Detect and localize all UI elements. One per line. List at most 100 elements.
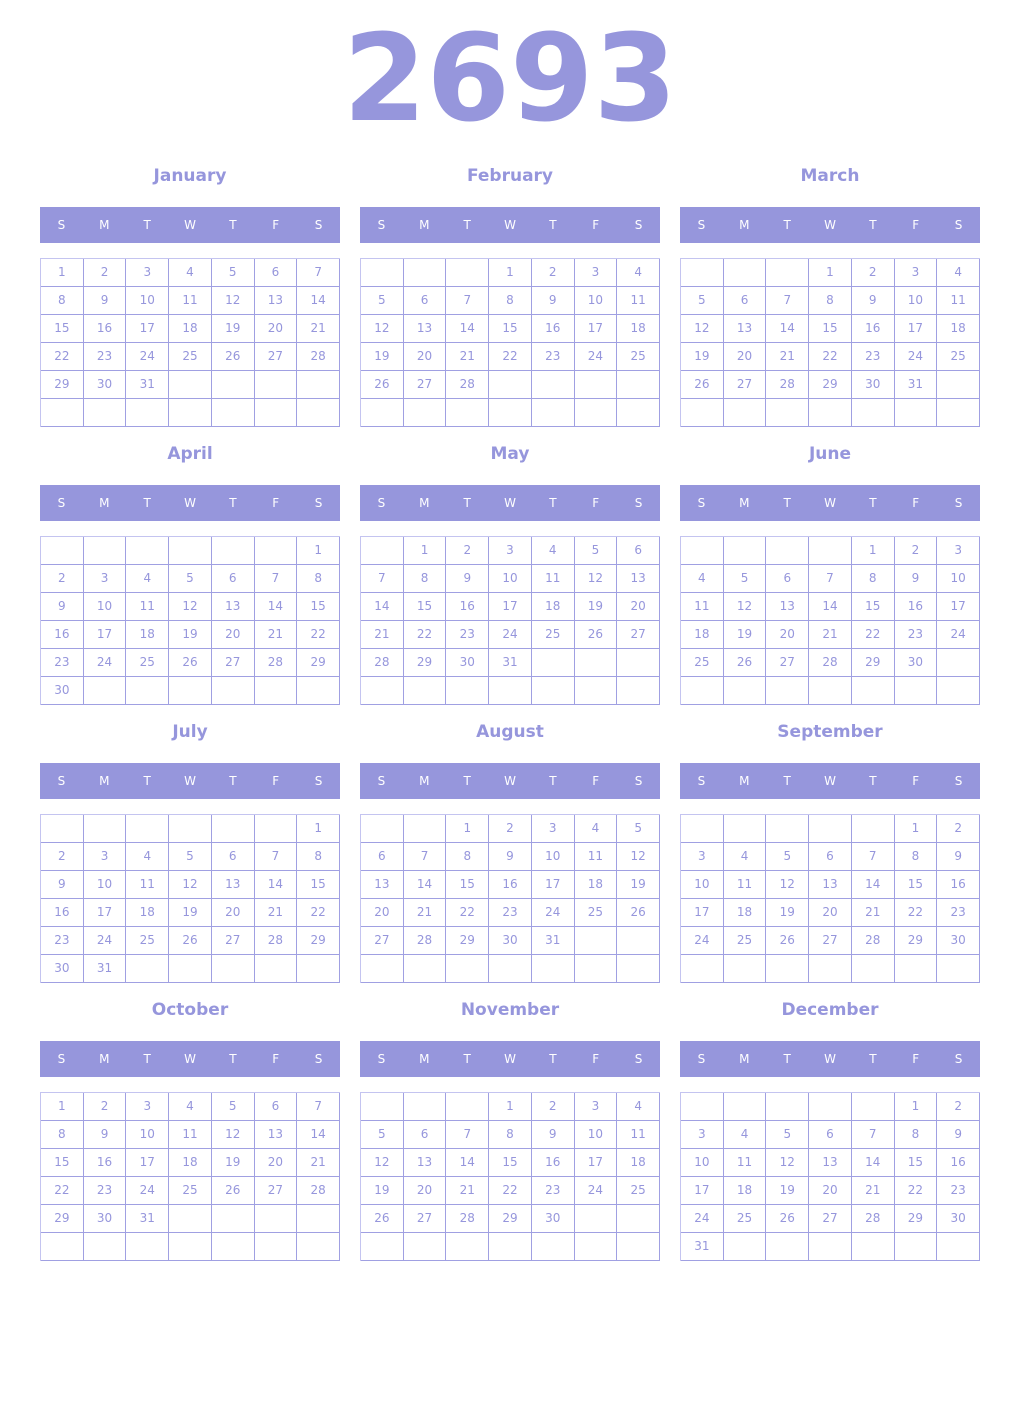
day-grid: 1 2 3 4 5 6 7 8 9 10 11 12 13 14 15 16 17 18 19 20 21 22 23 24 2… xyxy=(40,536,340,705)
day-cell: 9 xyxy=(531,287,575,315)
day-cell: 10 xyxy=(937,565,980,593)
empty-cell xyxy=(126,677,170,705)
day-cell: 2 xyxy=(851,259,895,287)
day-cell: 15 xyxy=(809,315,852,343)
day-cell: 1 xyxy=(894,815,938,843)
empty-cell xyxy=(574,371,618,399)
weekday-label: S xyxy=(57,218,66,232)
weekday-label: T xyxy=(869,496,877,510)
weekday-label: M xyxy=(739,218,750,232)
day-cell: 14 xyxy=(766,315,810,343)
day-cell: 3 xyxy=(681,843,724,871)
weekday-label: W xyxy=(824,1052,836,1066)
day-cell: 27 xyxy=(403,371,447,399)
day-cell: 1 xyxy=(851,537,895,565)
weekday-label: S xyxy=(314,218,323,232)
day-cell: 5 xyxy=(211,259,255,287)
day-cell: 26 xyxy=(766,1205,810,1233)
day-cell: 5 xyxy=(766,843,810,871)
day-cell: 9 xyxy=(531,1121,575,1149)
day-cell: 27 xyxy=(211,649,255,677)
empty-cell xyxy=(254,1205,298,1233)
day-cell: 9 xyxy=(937,1121,980,1149)
day-cell: 7 xyxy=(403,843,447,871)
day-cell: 4 xyxy=(723,1121,767,1149)
day-cell: 21 xyxy=(851,1177,895,1205)
day-cell: 2 xyxy=(446,537,490,565)
day-cell: 18 xyxy=(617,315,660,343)
weekday-label: T xyxy=(783,218,791,232)
day-cell: 30 xyxy=(531,1205,575,1233)
day-cell: 24 xyxy=(574,1177,618,1205)
empty-cell xyxy=(574,955,618,983)
day-cell: 17 xyxy=(681,899,724,927)
day-cell: 17 xyxy=(126,1149,170,1177)
weekday-label: S xyxy=(634,774,643,788)
day-cell: 16 xyxy=(41,621,84,649)
empty-cell xyxy=(574,677,618,705)
weekday-label: F xyxy=(912,774,920,788)
day-grid: 1 2 3 4 5 6 7 8 9 10 11 12 13 14 15 16 17 18 19 20 21 22 23 24 2… xyxy=(360,258,660,427)
day-cell: 22 xyxy=(297,621,340,649)
day-cell: 21 xyxy=(297,315,340,343)
day-cell: 5 xyxy=(211,1093,255,1121)
day-cell: 6 xyxy=(766,565,810,593)
month-name: April xyxy=(167,444,213,464)
empty-cell xyxy=(681,1093,724,1121)
day-cell: 16 xyxy=(937,871,980,899)
weekday-label: W xyxy=(504,218,516,232)
day-cell: 25 xyxy=(126,927,170,955)
day-cell: 17 xyxy=(489,593,532,621)
day-cell: 30 xyxy=(489,927,532,955)
day-cell: 22 xyxy=(41,1177,84,1205)
weekday-label: T xyxy=(143,218,151,232)
empty-cell xyxy=(681,677,724,705)
empty-cell xyxy=(574,649,618,677)
day-cell: 21 xyxy=(446,1177,490,1205)
empty-cell xyxy=(254,815,298,843)
day-cell: 31 xyxy=(531,927,575,955)
day-cell: 25 xyxy=(723,1205,767,1233)
day-cell: 11 xyxy=(574,843,618,871)
day-cell: 12 xyxy=(574,565,618,593)
weekday-label: M xyxy=(739,774,750,788)
day-cell: 7 xyxy=(851,843,895,871)
empty-cell xyxy=(766,815,810,843)
day-cell: 11 xyxy=(169,1121,212,1149)
weekday-label: T xyxy=(783,774,791,788)
day-cell: 3 xyxy=(126,1093,170,1121)
day-cell: 19 xyxy=(574,593,618,621)
day-cell: 28 xyxy=(297,343,340,371)
day-cell: 6 xyxy=(809,1121,852,1149)
day-cell: 22 xyxy=(894,1177,938,1205)
weekday-label: T xyxy=(463,496,471,510)
day-cell: 27 xyxy=(211,927,255,955)
day-cell: 4 xyxy=(617,1093,660,1121)
day-cell: 8 xyxy=(297,565,340,593)
day-cell: 21 xyxy=(403,899,447,927)
empty-cell xyxy=(809,537,852,565)
day-cell: 18 xyxy=(723,1177,767,1205)
day-cell: 18 xyxy=(169,1149,212,1177)
weekday-label: M xyxy=(739,496,750,510)
day-cell: 29 xyxy=(297,649,340,677)
weekday-label: W xyxy=(184,496,196,510)
empty-cell xyxy=(211,399,255,427)
day-cell: 20 xyxy=(361,899,404,927)
day-cell: 17 xyxy=(574,1149,618,1177)
day-cell: 20 xyxy=(617,593,660,621)
day-cell: 15 xyxy=(894,871,938,899)
day-cell: 8 xyxy=(403,565,447,593)
day-cell: 22 xyxy=(297,899,340,927)
day-cell: 20 xyxy=(809,1177,852,1205)
day-cell: 2 xyxy=(41,565,84,593)
day-cell: 29 xyxy=(403,649,447,677)
month-name: February xyxy=(466,166,554,186)
day-cell: 29 xyxy=(894,927,938,955)
empty-cell xyxy=(766,1093,810,1121)
weekday-label: W xyxy=(504,1052,516,1066)
day-cell: 4 xyxy=(169,1093,212,1121)
